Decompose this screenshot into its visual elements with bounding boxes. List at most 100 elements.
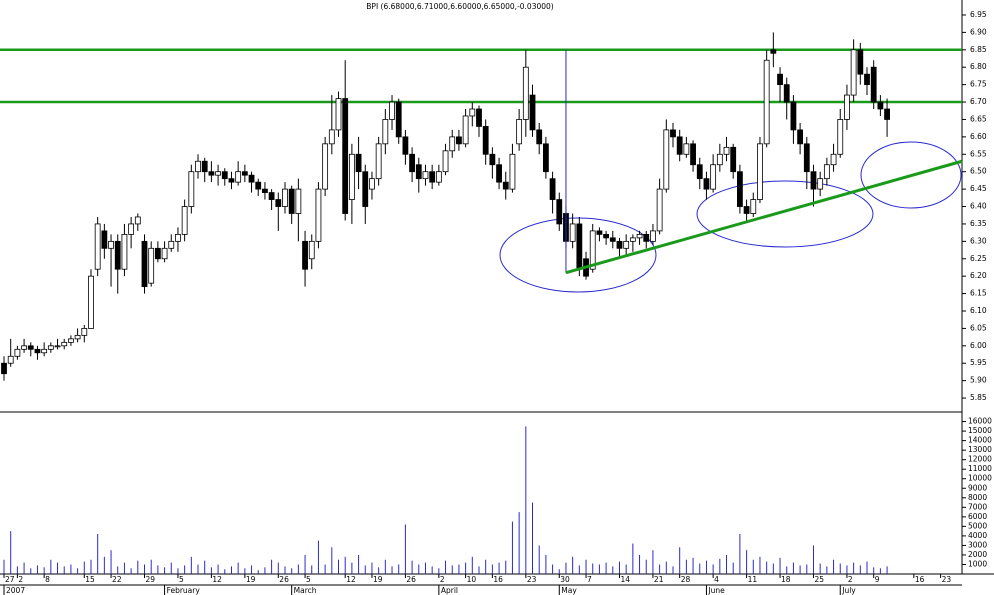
y2-tick-label: 3000 — [968, 540, 987, 549]
candle-body — [777, 73, 783, 86]
candle-body — [302, 240, 308, 270]
candle-body — [175, 233, 181, 242]
candle-body — [154, 247, 161, 260]
candle-body — [803, 143, 810, 173]
month-label: March — [294, 586, 317, 595]
x-tick-label: 19 — [373, 575, 383, 584]
candle-body — [415, 164, 422, 180]
candle-body — [817, 178, 824, 190]
candle-body — [221, 171, 228, 180]
annotation-ellipse — [860, 141, 962, 209]
candle-body — [723, 146, 730, 155]
candle-body — [375, 143, 382, 180]
candle-body — [255, 181, 262, 190]
candle-body — [141, 240, 148, 288]
x-tick-label: 14 — [620, 575, 630, 584]
candle-body — [710, 164, 717, 190]
x-tick-label: 30 — [560, 575, 570, 584]
y-tick-label: 6.40 — [970, 202, 987, 211]
y-tick-label: 6.60 — [970, 132, 987, 141]
candle-body — [716, 153, 723, 166]
candle-body — [656, 188, 663, 232]
candle-body — [743, 206, 750, 214]
x-tick-label: 2 — [848, 575, 853, 584]
candle-body — [369, 178, 375, 190]
candle-body — [643, 233, 650, 242]
x-tick-label: 16 — [915, 575, 925, 584]
y2-tick-label: 8000 — [968, 493, 987, 502]
y2-tick-label: 4000 — [968, 531, 987, 540]
y2-tick-label: 12000 — [968, 455, 992, 464]
candle-body — [556, 199, 563, 225]
candle-body — [181, 206, 188, 235]
candle-body — [864, 73, 870, 86]
candle-body — [161, 247, 168, 260]
x-tick-label: 2 — [18, 575, 23, 584]
candle-body — [435, 171, 442, 183]
candle-body — [757, 143, 763, 200]
y-tick-label: 6.70 — [970, 97, 987, 106]
month-label: June — [707, 586, 725, 595]
candle-body — [850, 49, 857, 96]
y-tick-label: 6.25 — [970, 254, 987, 263]
y2-tick-label: 2000 — [968, 550, 987, 559]
y-tick-label: 6.30 — [970, 236, 987, 245]
y-tick-label: 5.85 — [970, 393, 987, 402]
candle-body — [844, 94, 850, 120]
candle-body — [589, 230, 596, 270]
y2-tick-label: 9000 — [968, 483, 987, 492]
annotations — [499, 141, 962, 293]
x-tick-label: 18 — [781, 575, 791, 584]
candle-body — [195, 160, 201, 173]
candle-body — [409, 153, 415, 173]
y2-tick-label: 13000 — [968, 445, 992, 454]
candle-body — [536, 129, 543, 145]
candle-body — [596, 230, 603, 235]
x-tick-label: 8 — [45, 575, 50, 584]
candle-body — [121, 233, 128, 270]
y2-tick-label: 11000 — [968, 464, 992, 473]
candle-body — [636, 233, 643, 239]
x-tick-label: 4 — [714, 575, 719, 584]
candle-body — [509, 153, 516, 190]
y-tick-label: 5.95 — [970, 358, 987, 367]
y-tick-label: 6.80 — [970, 62, 987, 71]
candle-body — [1, 362, 7, 375]
x-tick-label: 26 — [279, 575, 289, 584]
candle-body — [47, 345, 54, 350]
x-tick-label: 5 — [306, 575, 311, 584]
candle-body — [496, 164, 502, 183]
y-tick-label: 6.35 — [970, 219, 987, 228]
candle-body — [857, 49, 864, 75]
candle-body — [94, 223, 101, 270]
candle-body — [288, 188, 295, 214]
candle-body — [402, 136, 409, 155]
x-tick-label: 22 — [112, 575, 122, 584]
candle-body — [663, 129, 670, 190]
y-tick-label: 6.65 — [970, 114, 987, 123]
y-tick-label: 6.90 — [970, 27, 987, 36]
candle-body — [683, 143, 690, 155]
month-label: April — [441, 586, 458, 595]
candle-body — [837, 119, 844, 155]
month-label: February — [167, 586, 201, 595]
candle-body — [482, 126, 489, 155]
candle-body — [623, 240, 630, 249]
y2-tick-label: 1000 — [968, 559, 987, 568]
candle-body — [389, 101, 395, 120]
candle-body — [74, 334, 81, 340]
candle-body — [783, 84, 790, 103]
x-tick-label: 26 — [406, 575, 416, 584]
candle-body — [88, 275, 94, 329]
candle-body — [429, 171, 436, 183]
candle-body — [27, 345, 34, 350]
candle-body — [549, 178, 556, 200]
x-tick-label: 5 — [179, 575, 184, 584]
candle-body — [61, 341, 68, 347]
candle-body — [322, 143, 329, 190]
candle-body — [456, 136, 462, 145]
candle-body — [108, 240, 114, 249]
candle-body — [703, 178, 710, 190]
y-tick-label: 6.50 — [970, 167, 987, 176]
candle-body — [295, 188, 302, 214]
